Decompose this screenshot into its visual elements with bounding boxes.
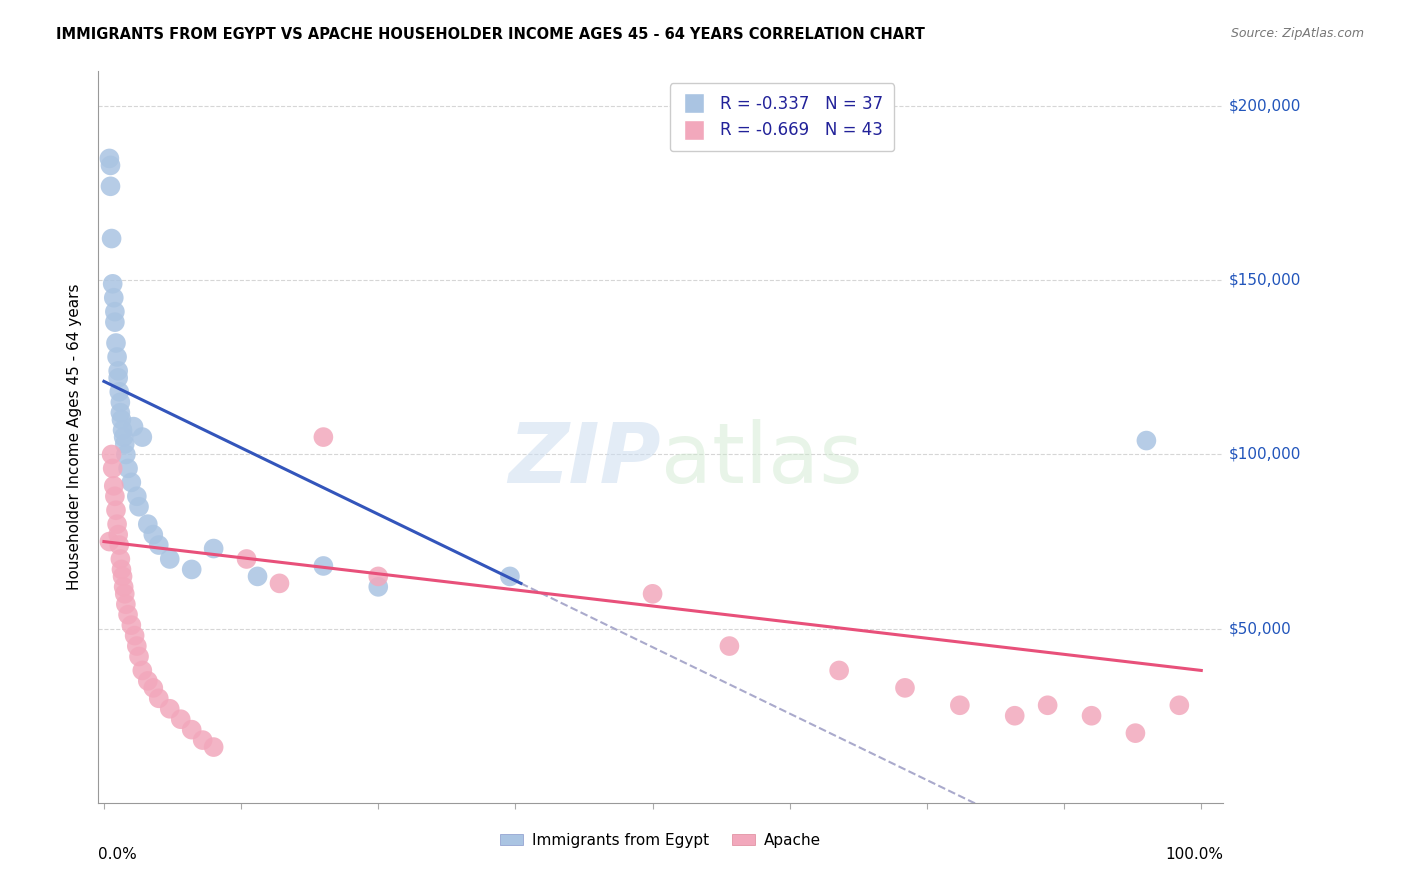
Point — [1036, 698, 1059, 713]
Point — [104, 336, 127, 351]
Point — [180, 562, 202, 576]
Point — [117, 607, 139, 622]
Point — [112, 580, 135, 594]
Point — [1168, 698, 1191, 713]
Point — [104, 503, 127, 517]
Point — [101, 277, 124, 291]
Point — [108, 538, 131, 552]
Point — [142, 681, 165, 695]
Point — [180, 723, 202, 737]
Point — [100, 158, 122, 172]
Point — [312, 430, 335, 444]
Text: Source: ZipAtlas.com: Source: ZipAtlas.com — [1230, 27, 1364, 40]
Text: $50,000: $50,000 — [1229, 621, 1292, 636]
Point — [269, 576, 291, 591]
Point — [110, 562, 132, 576]
Point — [202, 541, 225, 556]
Point — [1125, 726, 1147, 740]
Point — [131, 664, 153, 678]
Text: $150,000: $150,000 — [1229, 273, 1301, 288]
Point — [120, 475, 142, 490]
Point — [115, 597, 138, 611]
Point — [128, 649, 150, 664]
Point — [1080, 708, 1102, 723]
Point — [112, 430, 135, 444]
Point — [104, 489, 127, 503]
Point — [142, 527, 165, 541]
Text: 100.0%: 100.0% — [1166, 847, 1223, 862]
Point — [641, 587, 664, 601]
Point — [103, 479, 125, 493]
Point — [148, 691, 170, 706]
Point — [110, 552, 132, 566]
Point — [128, 500, 150, 514]
Point — [312, 558, 335, 573]
Point — [114, 437, 136, 451]
Point — [124, 629, 146, 643]
Point — [107, 371, 129, 385]
Point — [111, 423, 134, 437]
Point — [122, 419, 145, 434]
Point — [235, 552, 257, 566]
Point — [159, 552, 181, 566]
Legend: Immigrants from Egypt, Apache: Immigrants from Egypt, Apache — [494, 827, 828, 854]
Point — [111, 569, 134, 583]
Point — [131, 430, 153, 444]
Point — [202, 740, 225, 755]
Point — [1004, 708, 1026, 723]
Point — [718, 639, 741, 653]
Text: $200,000: $200,000 — [1229, 99, 1301, 113]
Point — [191, 733, 214, 747]
Point — [117, 461, 139, 475]
Y-axis label: Householder Income Ages 45 - 64 years: Householder Income Ages 45 - 64 years — [67, 284, 83, 591]
Point — [103, 291, 125, 305]
Point — [115, 448, 138, 462]
Point — [828, 664, 851, 678]
Point — [98, 152, 121, 166]
Point — [159, 702, 181, 716]
Point — [136, 673, 159, 688]
Point — [367, 580, 389, 594]
Point — [101, 461, 124, 475]
Text: atlas: atlas — [661, 418, 862, 500]
Text: IMMIGRANTS FROM EGYPT VS APACHE HOUSEHOLDER INCOME AGES 45 - 64 YEARS CORRELATIO: IMMIGRANTS FROM EGYPT VS APACHE HOUSEHOL… — [56, 27, 925, 42]
Point — [98, 534, 121, 549]
Point — [367, 569, 389, 583]
Point — [1135, 434, 1157, 448]
Point — [114, 587, 136, 601]
Point — [100, 179, 122, 194]
Point — [100, 231, 122, 245]
Point — [949, 698, 972, 713]
Point — [110, 412, 132, 426]
Point — [148, 538, 170, 552]
Point — [104, 315, 127, 329]
Point — [107, 527, 129, 541]
Point — [125, 489, 148, 503]
Point — [136, 517, 159, 532]
Point — [120, 618, 142, 632]
Point — [125, 639, 148, 653]
Text: $100,000: $100,000 — [1229, 447, 1301, 462]
Point — [104, 304, 127, 318]
Point — [894, 681, 917, 695]
Point — [110, 395, 132, 409]
Text: 0.0%: 0.0% — [98, 847, 138, 862]
Point — [499, 569, 522, 583]
Point — [108, 384, 131, 399]
Point — [110, 406, 132, 420]
Point — [100, 448, 122, 462]
Text: ZIP: ZIP — [508, 418, 661, 500]
Point — [170, 712, 193, 726]
Point — [107, 364, 129, 378]
Point — [246, 569, 269, 583]
Point — [105, 517, 128, 532]
Point — [105, 350, 128, 364]
